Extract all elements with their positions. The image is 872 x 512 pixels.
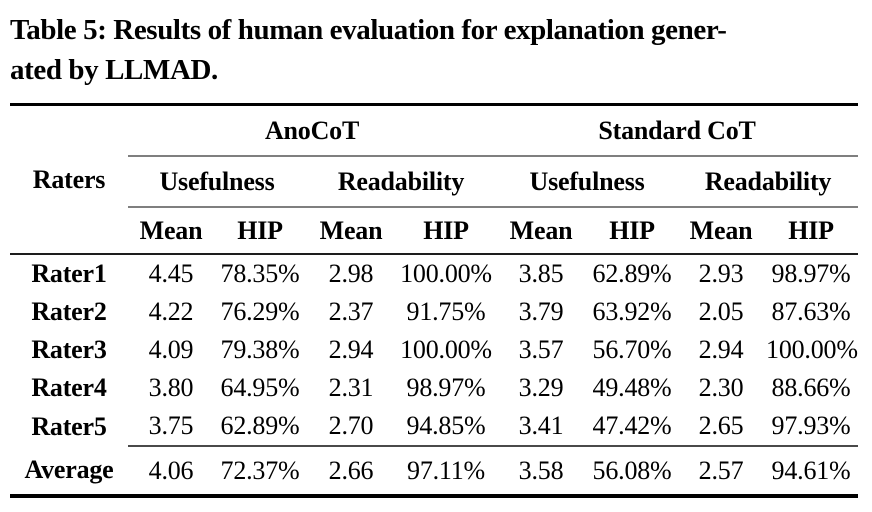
cell-value: 3.58	[496, 445, 587, 496]
header-subgroup-row: Usefulness Readability Usefulness Readab…	[10, 156, 859, 208]
cell-value: 94.61%	[764, 445, 859, 496]
metric-header: Mean	[496, 207, 587, 255]
table-row-rater5: Rater5 3.75 62.89% 2.70 94.85% 3.41 47.4…	[10, 407, 858, 446]
table-row-rater2: Rater2 4.22 76.29% 2.37 91.75% 3.79 63.9…	[10, 293, 858, 331]
cell-value: 76.29%	[220, 297, 300, 326]
subheader-readability-anocot: Readability	[306, 156, 497, 208]
cell-value: 2.31	[328, 373, 374, 402]
group-header-standard-cot: Standard CoT	[496, 104, 859, 157]
cell-value: 2.65	[698, 411, 744, 440]
table-row-rater4: Rater4 3.80 64.95% 2.31 98.97% 3.29 49.4…	[10, 369, 858, 407]
cell-value: 3.41	[518, 411, 564, 440]
table-caption: Table 5: Results of human evaluation for…	[10, 10, 858, 90]
cell-value: 98.97%	[406, 373, 486, 402]
cell-value: 91.75%	[406, 297, 486, 326]
cell-value: 62.89%	[220, 411, 300, 440]
cell-value: 100.00%	[400, 335, 492, 364]
cell-value: 62.89%	[592, 259, 672, 288]
cell-value: 97.93%	[771, 411, 851, 440]
cell-value: 2.93	[698, 259, 744, 288]
cell-value: 49.48%	[592, 373, 672, 402]
row-label: Rater5	[31, 411, 107, 441]
cell-value: 3.85	[518, 259, 564, 288]
row-label: Rater3	[31, 335, 107, 364]
metric-header: HIP	[214, 207, 306, 255]
cell-value: 4.06	[128, 445, 214, 496]
subheader-readability-standard: Readability	[678, 156, 859, 208]
metric-header: Mean	[306, 207, 396, 255]
cell-value: 87.63%	[771, 297, 851, 326]
metric-header: HIP	[586, 207, 679, 255]
cell-value: 2.70	[328, 411, 374, 440]
table-row-average: Average 4.06 72.37% 2.66 97.11% 3.58 56.…	[10, 445, 859, 496]
cell-value: 3.57	[518, 335, 564, 364]
cell-value: 78.35%	[220, 259, 300, 288]
cell-value: 2.66	[306, 445, 396, 496]
row-label: Rater1	[31, 259, 107, 288]
cell-value: 56.70%	[592, 335, 672, 364]
cell-value: 4.45	[148, 259, 194, 288]
cell-value: 88.66%	[771, 373, 851, 402]
group-header-anocot: AnoCoT	[128, 104, 497, 157]
cell-value: 64.95%	[220, 373, 300, 402]
caption-line-1: Table 5: Results of human evaluation for…	[10, 14, 727, 46]
cell-value: 94.85%	[406, 411, 486, 440]
cell-value: 4.09	[148, 335, 194, 364]
human-evaluation-table: Raters AnoCoT Standard CoT Usefulness Re…	[10, 103, 859, 498]
cell-value: 100.00%	[400, 259, 492, 288]
cell-value: 47.42%	[592, 411, 672, 440]
cell-value: 3.80	[148, 373, 194, 402]
cell-value: 72.37%	[214, 445, 306, 496]
metric-header: HIP	[396, 207, 497, 255]
metric-header: Mean	[678, 207, 765, 255]
cell-value: 2.57	[678, 445, 765, 496]
cell-value: 3.29	[518, 373, 564, 402]
cell-value: 2.98	[328, 259, 374, 288]
cell-value: 97.11%	[396, 445, 497, 496]
metric-header: Mean	[128, 207, 214, 255]
raters-header: Raters	[10, 104, 128, 255]
cell-value: 3.75	[148, 411, 194, 440]
cell-value: 2.94	[328, 335, 374, 364]
cell-value: 63.92%	[592, 297, 672, 326]
cell-value: 100.00%	[766, 335, 858, 364]
row-label: Rater4	[31, 373, 107, 402]
header-metric-row: Mean HIP Mean HIP Mean HIP Mean HIP	[10, 207, 859, 255]
caption-line-2: ated by LLMAD.	[10, 54, 218, 86]
subheader-usefulness-standard: Usefulness	[496, 156, 679, 208]
cell-value: 56.08%	[586, 445, 679, 496]
header-group-row: Raters AnoCoT Standard CoT	[10, 104, 859, 255]
subheader-usefulness-anocot: Usefulness	[128, 156, 306, 208]
table-row-rater3: Rater3 4.09 79.38% 2.94 100.00% 3.57 56.…	[10, 331, 858, 369]
cell-value: 4.22	[148, 297, 194, 326]
metric-header: HIP	[764, 207, 859, 255]
cell-value: 98.97%	[771, 259, 851, 288]
table-row-rater1: Rater1 4.45 78.35% 2.98 100.00% 3.85 62.…	[10, 254, 858, 293]
cell-value: 3.79	[518, 297, 564, 326]
cell-value: 2.05	[698, 297, 744, 326]
cell-value: 2.94	[698, 335, 744, 364]
row-label: Average	[24, 455, 114, 484]
cell-value: 79.38%	[220, 335, 300, 364]
cell-value: 2.30	[698, 373, 744, 402]
row-label: Rater2	[31, 297, 107, 326]
cell-value: 2.37	[328, 297, 374, 326]
